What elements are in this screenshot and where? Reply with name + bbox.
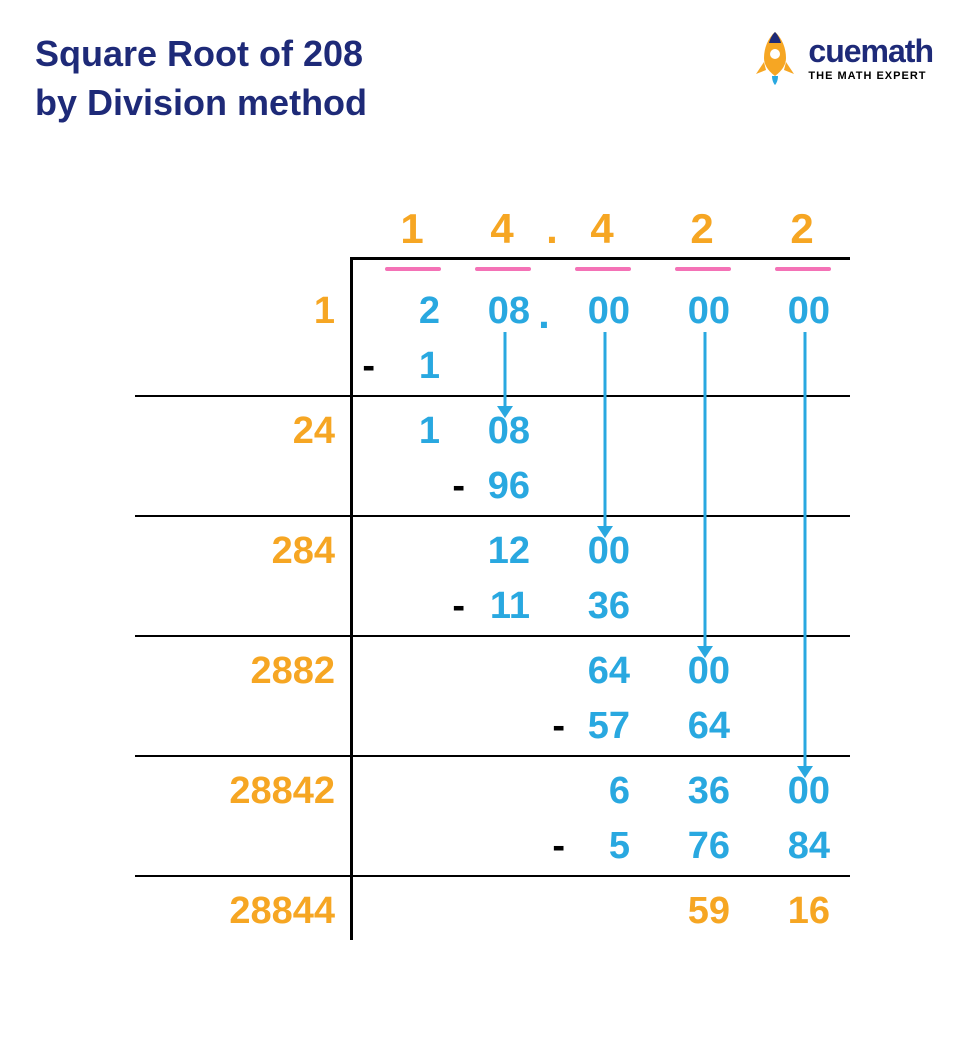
bring-down: 64 [580, 650, 630, 693]
rocket-fin-right [784, 62, 794, 74]
dividend-pair: 00 [580, 290, 630, 333]
subtrahend: 11 [480, 585, 530, 628]
dividend-pair: 00 [780, 290, 830, 333]
minus-sign: - [445, 465, 465, 508]
bring-down-arrow [595, 332, 615, 538]
divisor-final: 28844 [225, 890, 335, 933]
subtrahend: 36 [580, 585, 630, 628]
divisor-step: 1 [305, 290, 335, 333]
dividend-pair: 08 [480, 290, 530, 333]
title-line1: Square Root of 208 [35, 30, 367, 79]
minus-sign: - [545, 825, 565, 868]
minus-sign: - [545, 705, 565, 748]
divisor-step: 2882 [247, 650, 335, 693]
dividend-pair: 2 [390, 290, 440, 333]
subtrahend: 76 [680, 825, 730, 868]
bring-down-arrow [695, 332, 715, 658]
bring-down: 1 [390, 410, 440, 453]
divisor-step: 28842 [225, 770, 335, 813]
quotient-digit: 1 [382, 205, 442, 253]
bring-down: 6 [580, 770, 630, 813]
logo-name: cuemath [808, 33, 933, 70]
subtrahend: 57 [580, 705, 630, 748]
subtrahend: 84 [780, 825, 830, 868]
bring-down: 12 [480, 530, 530, 573]
step-line [135, 395, 850, 397]
bring-down-arrow [795, 332, 815, 778]
rocket-fin-left [756, 62, 766, 74]
step-line [135, 875, 850, 877]
step-line [135, 515, 850, 517]
bring-down-arrow [495, 332, 515, 418]
quotient-digit: 2 [772, 205, 832, 253]
minus-sign: - [445, 585, 465, 628]
rocket-window [770, 49, 780, 59]
pair-overline [385, 267, 441, 271]
dividend-decimal: . [535, 290, 553, 338]
subtrahend: 96 [480, 465, 530, 508]
divisor-step: 284 [269, 530, 335, 573]
subtrahend: 1 [390, 345, 440, 388]
quotient-digit: 2 [672, 205, 732, 253]
step-line [135, 635, 850, 637]
minus-sign: - [355, 345, 375, 388]
rocket-icon [750, 30, 800, 85]
pair-overline [475, 267, 531, 271]
remainder: 16 [780, 890, 830, 933]
subtrahend: 5 [580, 825, 630, 868]
divisor-step: 24 [291, 410, 335, 453]
title-line2: by Division method [35, 79, 367, 128]
pair-overline [775, 267, 831, 271]
step-line [135, 755, 850, 757]
subtrahend: 64 [680, 705, 730, 748]
quotient-digit: 4 [572, 205, 632, 253]
bring-down: 36 [680, 770, 730, 813]
pair-overline [575, 267, 631, 271]
remainder: 59 [680, 890, 730, 933]
bracket-top-line [350, 257, 850, 260]
brand-logo: cuemath THE MATH EXPERT [750, 30, 933, 85]
title-block: Square Root of 208 by Division method [35, 30, 367, 127]
rocket-flame [772, 76, 778, 85]
logo-tagline: THE MATH EXPERT [808, 70, 933, 82]
quotient-decimal: . [542, 205, 562, 253]
bracket-vertical-line [350, 257, 353, 940]
pair-overline [675, 267, 731, 271]
quotient-digit: 4 [472, 205, 532, 253]
dividend-pair: 00 [680, 290, 730, 333]
